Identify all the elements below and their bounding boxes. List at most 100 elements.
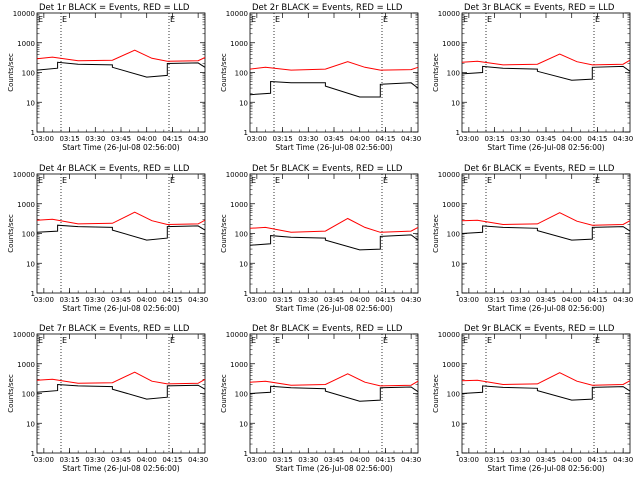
marker-label: E [463,15,468,24]
x-tick-label: 03:00 [247,135,267,143]
y-tick-label: 1000 [230,40,248,48]
marker-label: E [170,15,175,24]
panel-title: Det 8r BLACK = Events, RED = LLD [252,324,403,334]
y-tick-label: 1 [244,129,248,137]
y-axis-label: Counts/sec [432,374,440,413]
marker-label: E [251,336,256,345]
x-tick-label: 03:45 [324,135,344,143]
y-tick-label: 1000 [17,40,35,48]
x-tick-label: 03:00 [459,135,479,143]
plot-frame [36,12,206,133]
marker-label: E [275,176,280,185]
x-tick-label: 03:45 [111,135,131,143]
panel-det-9: Det 9r BLACK = Events, RED = LLD 1 10 100 10… [432,324,633,473]
y-tick-label: 10000 [438,10,460,18]
x-tick-label: 03:30 [510,456,530,464]
panel-title: Det 2r BLACK = Events, RED = LLD [252,3,403,13]
x-tick-label: 03:30 [510,135,530,143]
marker-label: E [595,336,600,345]
y-tick-label: 100 [235,391,248,399]
y-tick-label: 100 [22,391,35,399]
x-tick-label: 04:00 [137,456,157,464]
marker-label: E [251,15,256,24]
y-tick-label: 10 [26,260,35,268]
series-lld-line [36,211,206,226]
y-tick-label: 10000 [13,171,35,179]
y-tick-label: 10000 [226,171,248,179]
y-tick-label: 10 [239,420,248,428]
x-tick-label: 04:15 [375,296,395,304]
marker-label: E [275,336,280,345]
series-events-line [249,385,419,402]
x-tick-label: 03:00 [459,456,479,464]
y-tick-label: 10 [26,420,35,428]
x-tick-label: 03:30 [85,456,105,464]
series-lld-line [461,53,631,66]
y-axis-label: Counts/sec [432,214,440,253]
panel-det-5: Det 5r BLACK = Events, RED = LLD 1 10 100 10… [220,164,421,313]
panel-title: Det 7r BLACK = Events, RED = LLD [39,324,190,334]
y-tick-label: 10 [239,99,248,107]
marker-label: E [170,336,175,345]
y-axis-label: Counts/sec [220,53,228,92]
x-tick-label: 04:00 [562,456,582,464]
x-tick-label: 03:45 [536,296,556,304]
x-tick-label: 04:15 [587,135,607,143]
x-tick-label: 04:15 [162,296,182,304]
x-tick-label: 03:30 [298,296,318,304]
y-tick-label: 1000 [442,40,460,48]
x-tick-label: 04:15 [375,135,395,143]
y-axis-label: Counts/sec [7,53,15,92]
panel-title: Det 1r BLACK = Events, RED = LLD [39,3,190,13]
y-tick-label: 10 [239,260,248,268]
y-tick-label: 1000 [442,201,460,209]
panel-det-8: Det 8r BLACK = Events, RED = LLD 1 10 100 10… [220,324,421,473]
panel-det-1: Det 1r BLACK = Events, RED = LLD 1 10 100 10… [7,3,208,152]
x-tick-label: 04:15 [587,296,607,304]
y-tick-label: 100 [447,391,460,399]
x-axis-label: Start Time (26-Jul-08 02:56:00) [487,464,604,473]
y-tick-label: 1 [244,290,248,298]
x-tick-label: 04:30 [188,296,208,304]
y-tick-label: 1000 [17,361,35,369]
y-tick-label: 10000 [226,10,248,18]
y-axis-label: Counts/sec [220,214,228,253]
x-axis-label: Start Time (26-Jul-08 02:56:00) [62,464,179,473]
plot-frame [461,12,631,133]
y-tick-label: 1 [31,129,35,137]
x-tick-label: 04:00 [562,135,582,143]
marker-label: E [595,176,600,185]
y-tick-label: 1 [456,290,460,298]
marker-label: E [463,176,468,185]
marker-label: E [38,176,43,185]
y-tick-label: 100 [447,231,460,239]
x-tick-label: 03:45 [536,456,556,464]
series-events-line [36,61,206,78]
x-tick-label: 03:00 [247,296,267,304]
x-tick-label: 03:15 [59,296,79,304]
x-tick-label: 03:45 [111,456,131,464]
panel-title: Det 9r BLACK = Events, RED = LLD [464,324,615,334]
x-axis-label: Start Time (26-Jul-08 02:56:00) [275,304,392,313]
series-events-line [36,224,206,241]
x-axis-label: Start Time (26-Jul-08 02:56:00) [62,143,179,152]
x-tick-label: 04:00 [350,135,370,143]
series-events-line [461,225,631,241]
y-tick-label: 100 [235,70,248,78]
x-tick-label: 04:30 [613,456,633,464]
x-tick-label: 03:30 [85,135,105,143]
x-tick-label: 03:45 [536,135,556,143]
x-tick-label: 04:15 [162,135,182,143]
panel-title: Det 6r BLACK = Events, RED = LLD [464,164,615,174]
x-tick-label: 03:15 [59,135,79,143]
x-tick-label: 04:30 [401,456,421,464]
plot-frame [36,173,206,294]
x-tick-label: 03:15 [272,456,292,464]
y-tick-label: 10000 [438,331,460,339]
y-tick-label: 1000 [17,201,35,209]
x-tick-label: 03:15 [272,135,292,143]
y-tick-label: 1 [31,290,35,298]
series-lld-line [249,61,419,71]
series-events-line [461,65,631,81]
x-tick-label: 04:30 [401,296,421,304]
